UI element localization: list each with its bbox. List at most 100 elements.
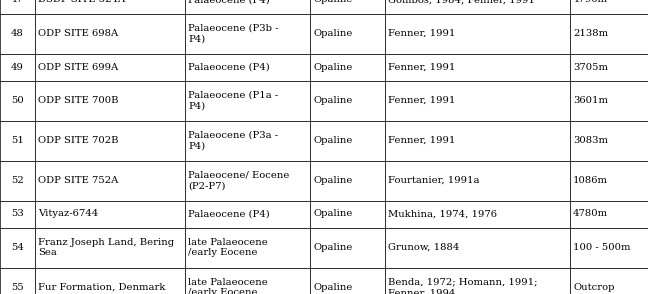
Text: 1086m: 1086m (573, 176, 608, 185)
Bar (185, 81, 310, 121)
Bar (570, 161, 648, 201)
Text: 4796m: 4796m (573, 0, 608, 4)
Bar (310, 14, 385, 54)
Text: Vityaz-6744: Vityaz-6744 (38, 210, 98, 218)
Bar (35, 268, 185, 294)
Bar (385, 54, 570, 81)
Bar (310, 54, 385, 81)
Text: Palaeocene (P3b -
P4): Palaeocene (P3b - P4) (188, 24, 279, 44)
Bar (310, 0, 385, 14)
Text: 48: 48 (11, 29, 24, 38)
Bar (0, 14, 35, 54)
Text: 54: 54 (11, 243, 24, 252)
Text: ODP SITE 699A: ODP SITE 699A (38, 63, 118, 71)
Bar (35, 0, 185, 14)
Text: Opaline: Opaline (313, 96, 353, 105)
Bar (385, 81, 570, 121)
Text: ODP SITE 702B: ODP SITE 702B (38, 136, 119, 145)
Text: Opaline: Opaline (313, 176, 353, 185)
Text: Fenner, 1991: Fenner, 1991 (388, 136, 456, 145)
Bar (35, 228, 185, 268)
Text: 100 - 500m: 100 - 500m (573, 243, 631, 252)
Bar (570, 54, 648, 81)
Text: 51: 51 (11, 136, 24, 145)
Bar (310, 268, 385, 294)
Text: 4780m: 4780m (573, 210, 608, 218)
Bar (310, 201, 385, 228)
Bar (185, 54, 310, 81)
Bar (35, 161, 185, 201)
Bar (570, 81, 648, 121)
Bar (570, 121, 648, 161)
Bar (35, 81, 185, 121)
Bar (570, 201, 648, 228)
Bar (0, 161, 35, 201)
Bar (35, 54, 185, 81)
Bar (310, 161, 385, 201)
Bar (185, 121, 310, 161)
Bar (35, 14, 185, 54)
Text: Fenner, 1991: Fenner, 1991 (388, 63, 456, 71)
Text: 53: 53 (11, 210, 24, 218)
Bar (385, 0, 570, 14)
Bar (185, 161, 310, 201)
Text: late Palaeocene
/early Eocene: late Palaeocene /early Eocene (188, 278, 268, 294)
Text: Palaeocene (P4): Palaeocene (P4) (188, 0, 270, 4)
Text: Palaeocene (P3a -
P4): Palaeocene (P3a - P4) (188, 131, 278, 150)
Bar (385, 121, 570, 161)
Bar (385, 201, 570, 228)
Bar (185, 228, 310, 268)
Text: late Palaeocene
/early Eocene: late Palaeocene /early Eocene (188, 238, 268, 257)
Text: Opaline: Opaline (313, 283, 353, 292)
Text: Gombos, 1984; Fenner, 1991: Gombos, 1984; Fenner, 1991 (388, 0, 535, 4)
Bar (570, 228, 648, 268)
Text: ODP SITE 700B: ODP SITE 700B (38, 96, 119, 105)
Bar (185, 201, 310, 228)
Bar (310, 228, 385, 268)
Text: 55: 55 (11, 283, 24, 292)
Text: Opaline: Opaline (313, 243, 353, 252)
Text: DSDP SITE 524A: DSDP SITE 524A (38, 0, 125, 4)
Text: Outcrop: Outcrop (573, 283, 614, 292)
Bar (185, 0, 310, 14)
Bar (570, 0, 648, 14)
Bar (570, 14, 648, 54)
Text: 52: 52 (11, 176, 24, 185)
Text: 3083m: 3083m (573, 136, 608, 145)
Bar (385, 14, 570, 54)
Text: Franz Joseph Land, Bering
Sea: Franz Joseph Land, Bering Sea (38, 238, 174, 257)
Text: Fur Formation, Denmark: Fur Formation, Denmark (38, 283, 165, 292)
Bar (185, 14, 310, 54)
Bar (35, 121, 185, 161)
Text: 47: 47 (11, 0, 24, 4)
Text: Fourtanier, 1991a: Fourtanier, 1991a (388, 176, 480, 185)
Text: Palaeocene (P4): Palaeocene (P4) (188, 63, 270, 71)
Text: Opaline: Opaline (313, 210, 353, 218)
Bar (185, 268, 310, 294)
Text: Grunow, 1884: Grunow, 1884 (388, 243, 459, 252)
Bar (0, 0, 35, 14)
Bar (0, 121, 35, 161)
Text: Mukhina, 1974, 1976: Mukhina, 1974, 1976 (388, 210, 497, 218)
Text: Opaline: Opaline (313, 63, 353, 71)
Bar (385, 228, 570, 268)
Bar (35, 201, 185, 228)
Text: Fenner, 1991: Fenner, 1991 (388, 29, 456, 38)
Bar (0, 268, 35, 294)
Bar (570, 268, 648, 294)
Bar (0, 228, 35, 268)
Text: Opaline: Opaline (313, 29, 353, 38)
Text: Palaeocene/ Eocene
(P2-P7): Palaeocene/ Eocene (P2-P7) (188, 171, 290, 191)
Bar (0, 54, 35, 81)
Bar (0, 201, 35, 228)
Text: Opaline: Opaline (313, 0, 353, 4)
Bar (385, 161, 570, 201)
Text: Benda, 1972; Homann, 1991;
Fenner, 1994: Benda, 1972; Homann, 1991; Fenner, 1994 (388, 278, 537, 294)
Bar (310, 81, 385, 121)
Text: 3705m: 3705m (573, 63, 608, 71)
Text: ODP SITE 752A: ODP SITE 752A (38, 176, 119, 185)
Bar (0, 81, 35, 121)
Bar (310, 121, 385, 161)
Text: Palaeocene (P4): Palaeocene (P4) (188, 210, 270, 218)
Text: ODP SITE 698A: ODP SITE 698A (38, 29, 118, 38)
